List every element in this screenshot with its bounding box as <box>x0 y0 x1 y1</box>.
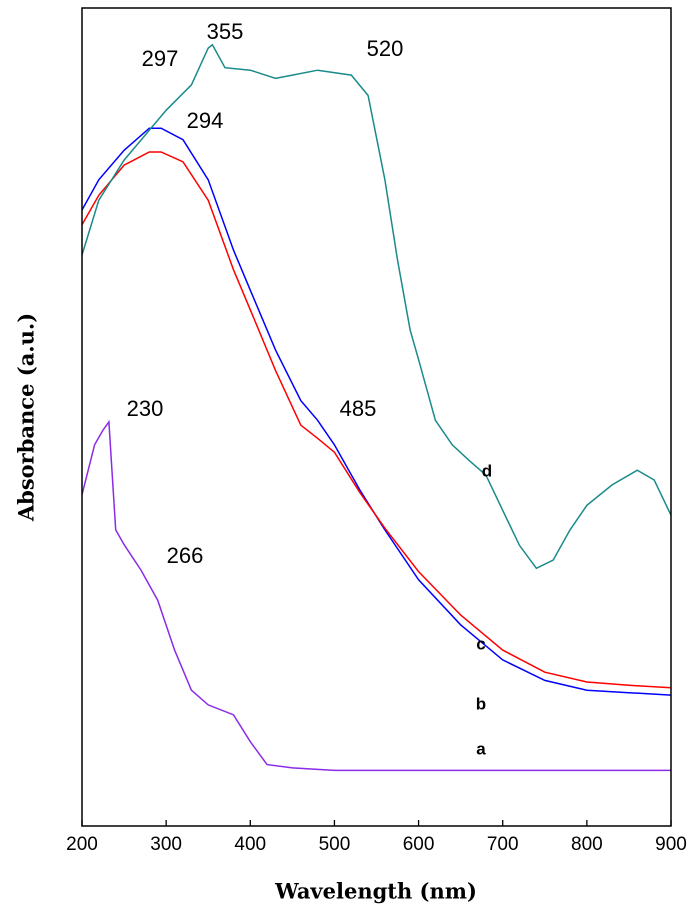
x-tick-label: 400 <box>234 834 266 855</box>
x-tick-label: 800 <box>571 834 603 855</box>
series-label: b <box>476 694 486 713</box>
series-label: d <box>482 461 492 480</box>
series-label: a <box>476 739 486 758</box>
y-axis-title: Absorbance (a.u.) <box>14 313 39 522</box>
plot-frame <box>81 7 672 827</box>
x-tick-label: 300 <box>150 834 182 855</box>
x-tick-label: 600 <box>403 834 435 855</box>
peak-label: 485 <box>340 396 377 421</box>
peak-label: 355 <box>207 19 244 44</box>
x-tick-label: 900 <box>655 834 687 855</box>
peak-label: 297 <box>142 46 179 71</box>
line-series <box>81 151 672 689</box>
x-tick-label: 500 <box>319 834 351 855</box>
peak-label: 230 <box>127 396 164 421</box>
line-series <box>81 43 672 570</box>
series-label: c <box>476 634 485 653</box>
peak-label: 294 <box>187 108 224 133</box>
peak-label: 266 <box>167 543 204 568</box>
line-series <box>81 419 671 772</box>
x-axis-title: Wavelength (nm) <box>274 879 477 904</box>
x-tick-label: 700 <box>487 834 519 855</box>
line-series <box>81 127 672 696</box>
peak-label: 520 <box>367 36 404 61</box>
x-tick-label: 200 <box>66 834 98 855</box>
